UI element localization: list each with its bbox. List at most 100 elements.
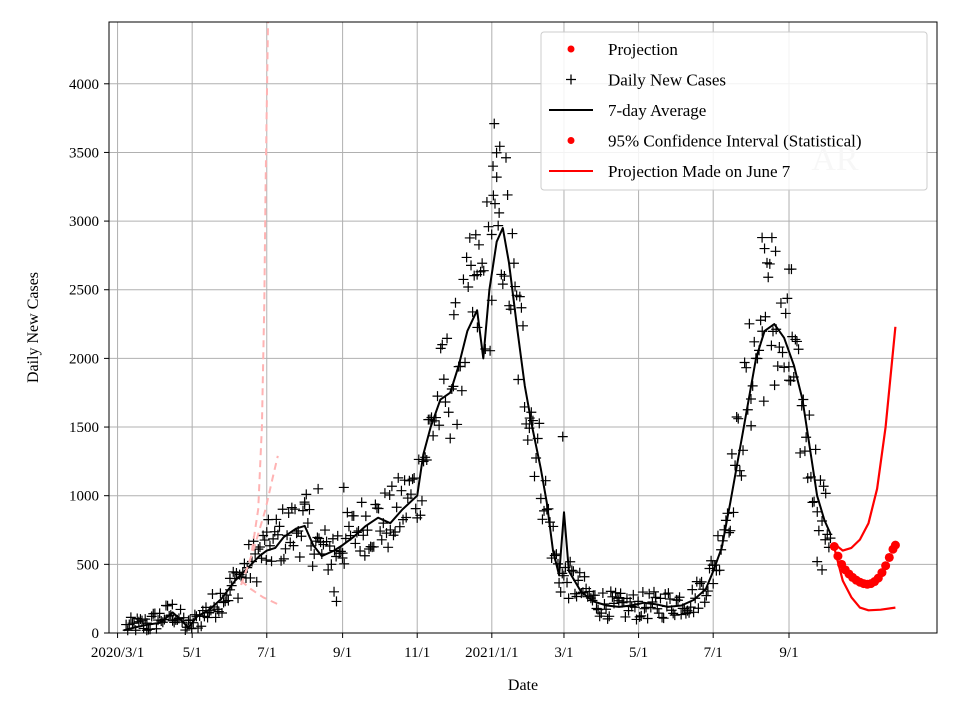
daily-case-marker <box>302 518 313 529</box>
daily-case-marker <box>810 444 821 455</box>
daily-case-marker <box>301 489 312 500</box>
daily-case-marker <box>466 260 477 271</box>
x-tick-label: 5/1 <box>629 645 648 661</box>
daily-case-marker <box>261 555 272 566</box>
y-tick-label: 2500 <box>69 283 99 299</box>
daily-case-marker <box>766 340 777 351</box>
daily-case-marker <box>368 541 379 552</box>
daily-case-marker <box>215 588 226 599</box>
daily-case-marker <box>271 514 282 525</box>
daily-case-marker <box>272 529 283 540</box>
daily-case-marker <box>766 232 777 243</box>
daily-case-marker <box>280 543 291 554</box>
daily-case-marker <box>251 576 262 587</box>
daily-case-marker <box>555 587 566 598</box>
legend-dot-icon <box>567 137 575 144</box>
daily-case-marker <box>733 413 744 424</box>
daily-case-marker <box>445 433 456 444</box>
daily-case-marker <box>644 588 655 599</box>
daily-case-marker <box>522 435 533 446</box>
daily-case-marker <box>266 556 277 567</box>
axes: 2020/3/1 5/1 7/1 9/1 11/1 2021/1/1 3/1 5/1 7/1 9/… <box>69 77 799 661</box>
daily-case-marker <box>685 602 696 613</box>
daily-case-marker <box>362 525 373 536</box>
daily-new-cases-series <box>121 118 836 636</box>
daily-case-marker <box>591 603 602 614</box>
daily-case-marker <box>676 609 687 620</box>
daily-case-marker <box>407 474 418 485</box>
daily-case-marker <box>329 586 340 597</box>
daily-case-marker <box>473 239 484 250</box>
daily-case-marker <box>820 534 831 545</box>
daily-case-marker <box>434 420 445 431</box>
daily-case-marker <box>296 531 307 542</box>
daily-case-marker <box>665 593 676 604</box>
x-tick-label: 11/1 <box>404 645 430 661</box>
daily-case-marker <box>485 345 496 356</box>
daily-case-marker <box>428 430 439 441</box>
daily-case-marker <box>373 503 384 514</box>
daily-case-marker <box>410 503 421 514</box>
daily-case-marker <box>491 172 502 183</box>
daily-case-marker <box>420 452 431 463</box>
y-tick-label: 1000 <box>69 489 99 505</box>
daily-case-marker <box>605 586 616 597</box>
daily-case-marker <box>712 530 723 541</box>
daily-case-marker <box>628 589 639 600</box>
daily-case-marker <box>332 530 343 541</box>
legend-box <box>540 31 928 191</box>
daily-case-marker <box>278 553 289 564</box>
daily-case-marker <box>290 504 301 515</box>
daily-case-marker <box>207 589 218 600</box>
daily-case-marker <box>825 533 836 544</box>
daily-case-marker <box>637 587 648 598</box>
daily-case-marker <box>283 508 294 519</box>
daily-case-marker <box>477 258 488 269</box>
daily-case-marker <box>351 527 362 538</box>
daily-case-marker <box>783 361 794 372</box>
daily-case-marker <box>820 488 831 499</box>
projection-dot <box>877 568 887 578</box>
daily-case-marker <box>809 496 820 507</box>
daily-case-marker <box>353 525 364 536</box>
daily-case-marker <box>383 542 394 553</box>
daily-case-marker <box>415 510 426 521</box>
daily-case-marker <box>335 546 346 557</box>
daily-case-marker <box>437 339 448 350</box>
daily-case-marker <box>648 586 659 597</box>
daily-case-marker <box>491 147 502 158</box>
daily-case-marker <box>815 475 826 486</box>
daily-case-marker <box>472 269 483 280</box>
daily-case-marker <box>818 481 829 492</box>
x-tick-label: 9/1 <box>333 645 352 661</box>
legend: Projection Daily New Cases 7-day Average 95… <box>540 31 928 191</box>
daily-case-marker <box>386 481 397 492</box>
daily-case-marker <box>508 258 519 269</box>
daily-case-marker <box>494 207 505 218</box>
daily-case-marker <box>772 361 783 372</box>
daily-case-marker <box>154 608 165 619</box>
daily-case-marker <box>140 614 151 625</box>
daily-case-marker <box>379 488 390 499</box>
daily-case-marker <box>642 613 653 624</box>
projection-dot <box>829 541 839 551</box>
daily-case-marker <box>390 526 401 537</box>
daily-case-marker <box>739 357 750 368</box>
daily-case-marker <box>350 538 361 549</box>
daily-case-marker <box>699 597 710 608</box>
daily-case-marker <box>452 419 463 430</box>
series-layer <box>121 21 900 636</box>
daily-case-marker <box>461 252 472 263</box>
daily-case-marker <box>472 322 483 333</box>
daily-case-marker <box>299 499 310 510</box>
daily-case-marker <box>274 521 285 532</box>
daily-case-marker <box>440 397 451 408</box>
daily-case-marker <box>339 558 350 569</box>
daily-case-marker <box>760 311 771 322</box>
daily-case-marker <box>668 608 679 619</box>
daily-case-marker <box>790 334 801 345</box>
x-tick-label: 5/1 <box>183 645 202 661</box>
daily-case-marker <box>288 540 299 551</box>
daily-case-marker <box>724 527 735 538</box>
daily-case-marker <box>596 608 607 619</box>
